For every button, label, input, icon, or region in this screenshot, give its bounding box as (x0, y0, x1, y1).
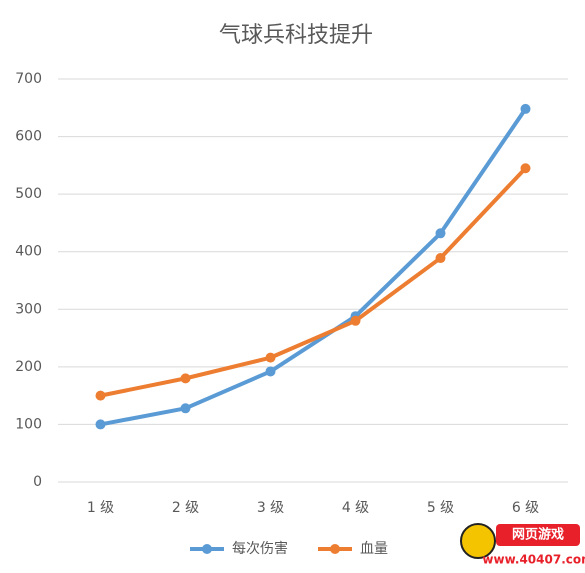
x-tick-label: 6 级 (512, 500, 539, 516)
data-point (265, 366, 276, 377)
legend-label: 血量 (360, 541, 388, 557)
watermark-brand: 网页游戏 (512, 527, 564, 543)
x-tick-label: 5 级 (427, 500, 454, 516)
legend-marker (330, 544, 340, 554)
y-tick-label: 700 (15, 71, 42, 87)
y-tick-label: 400 (15, 244, 42, 260)
data-point (520, 163, 531, 174)
data-point (350, 315, 361, 326)
data-point (520, 103, 531, 114)
x-tick-label: 1 级 (87, 500, 114, 516)
y-tick-label: 300 (15, 301, 42, 317)
legend-label: 每次伤害 (232, 541, 288, 557)
series-line (98, 166, 528, 398)
x-tick-label: 4 级 (342, 500, 369, 516)
data-point (435, 228, 446, 239)
data-point (95, 419, 106, 430)
series-line (98, 106, 528, 427)
y-tick-label: 200 (15, 359, 42, 375)
data-point (180, 373, 191, 384)
data-point (180, 403, 191, 414)
data-point (265, 352, 276, 363)
chart-title: 气球兵科技提升 (219, 23, 373, 48)
watermark-site: www.40407.com (482, 553, 585, 567)
y-tick-label: 500 (15, 186, 42, 202)
watermark: 网页游戏 www.40407.com (460, 523, 585, 567)
y-tick-label: 100 (15, 416, 42, 432)
y-tick-label: 0 (33, 474, 42, 490)
y-tick-label: 600 (15, 129, 42, 145)
x-tick-label: 2 级 (172, 500, 199, 516)
data-point (95, 390, 106, 401)
data-point (435, 253, 446, 264)
x-tick-label: 3 级 (257, 500, 284, 516)
watermark-badge (496, 524, 580, 546)
legend-marker (202, 544, 212, 554)
watermark-logo (460, 523, 496, 559)
